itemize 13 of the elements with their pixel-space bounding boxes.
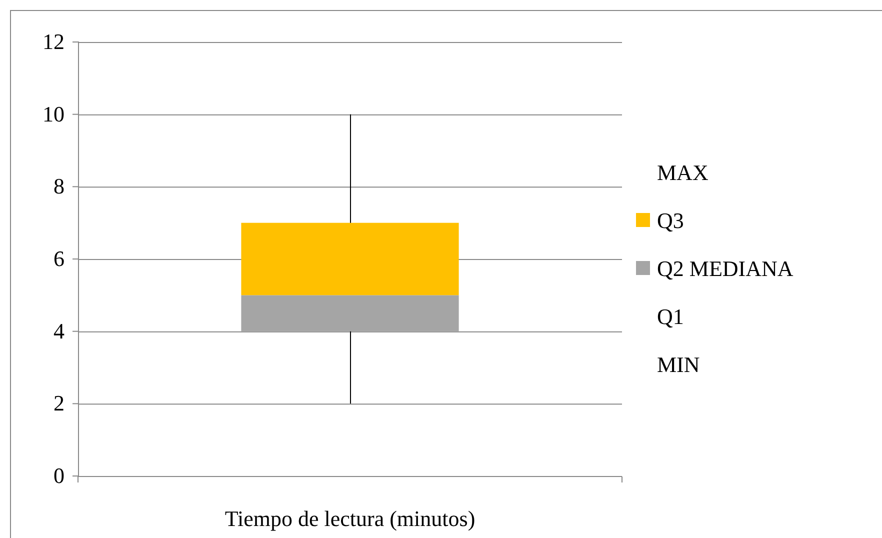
y-tick-label: 8 [54,174,64,199]
y-tick-label: 0 [54,463,64,488]
legend-label: Q2 MEDIANA [657,256,794,281]
y-tick-label: 10 [42,101,64,126]
text: MIN [657,352,700,377]
y-tick-label: 6 [54,246,64,272]
x-tick-label: Tiempo de lectura (minutos) [224,506,476,531]
y-tick-label: 12 [42,29,64,54]
text: MAX [657,160,708,185]
y-tick-label: 4 [54,318,64,344]
legend-label: Q3 [657,208,684,233]
text: Q1 [657,304,684,329]
y-tick-label: 2 [54,390,64,416]
